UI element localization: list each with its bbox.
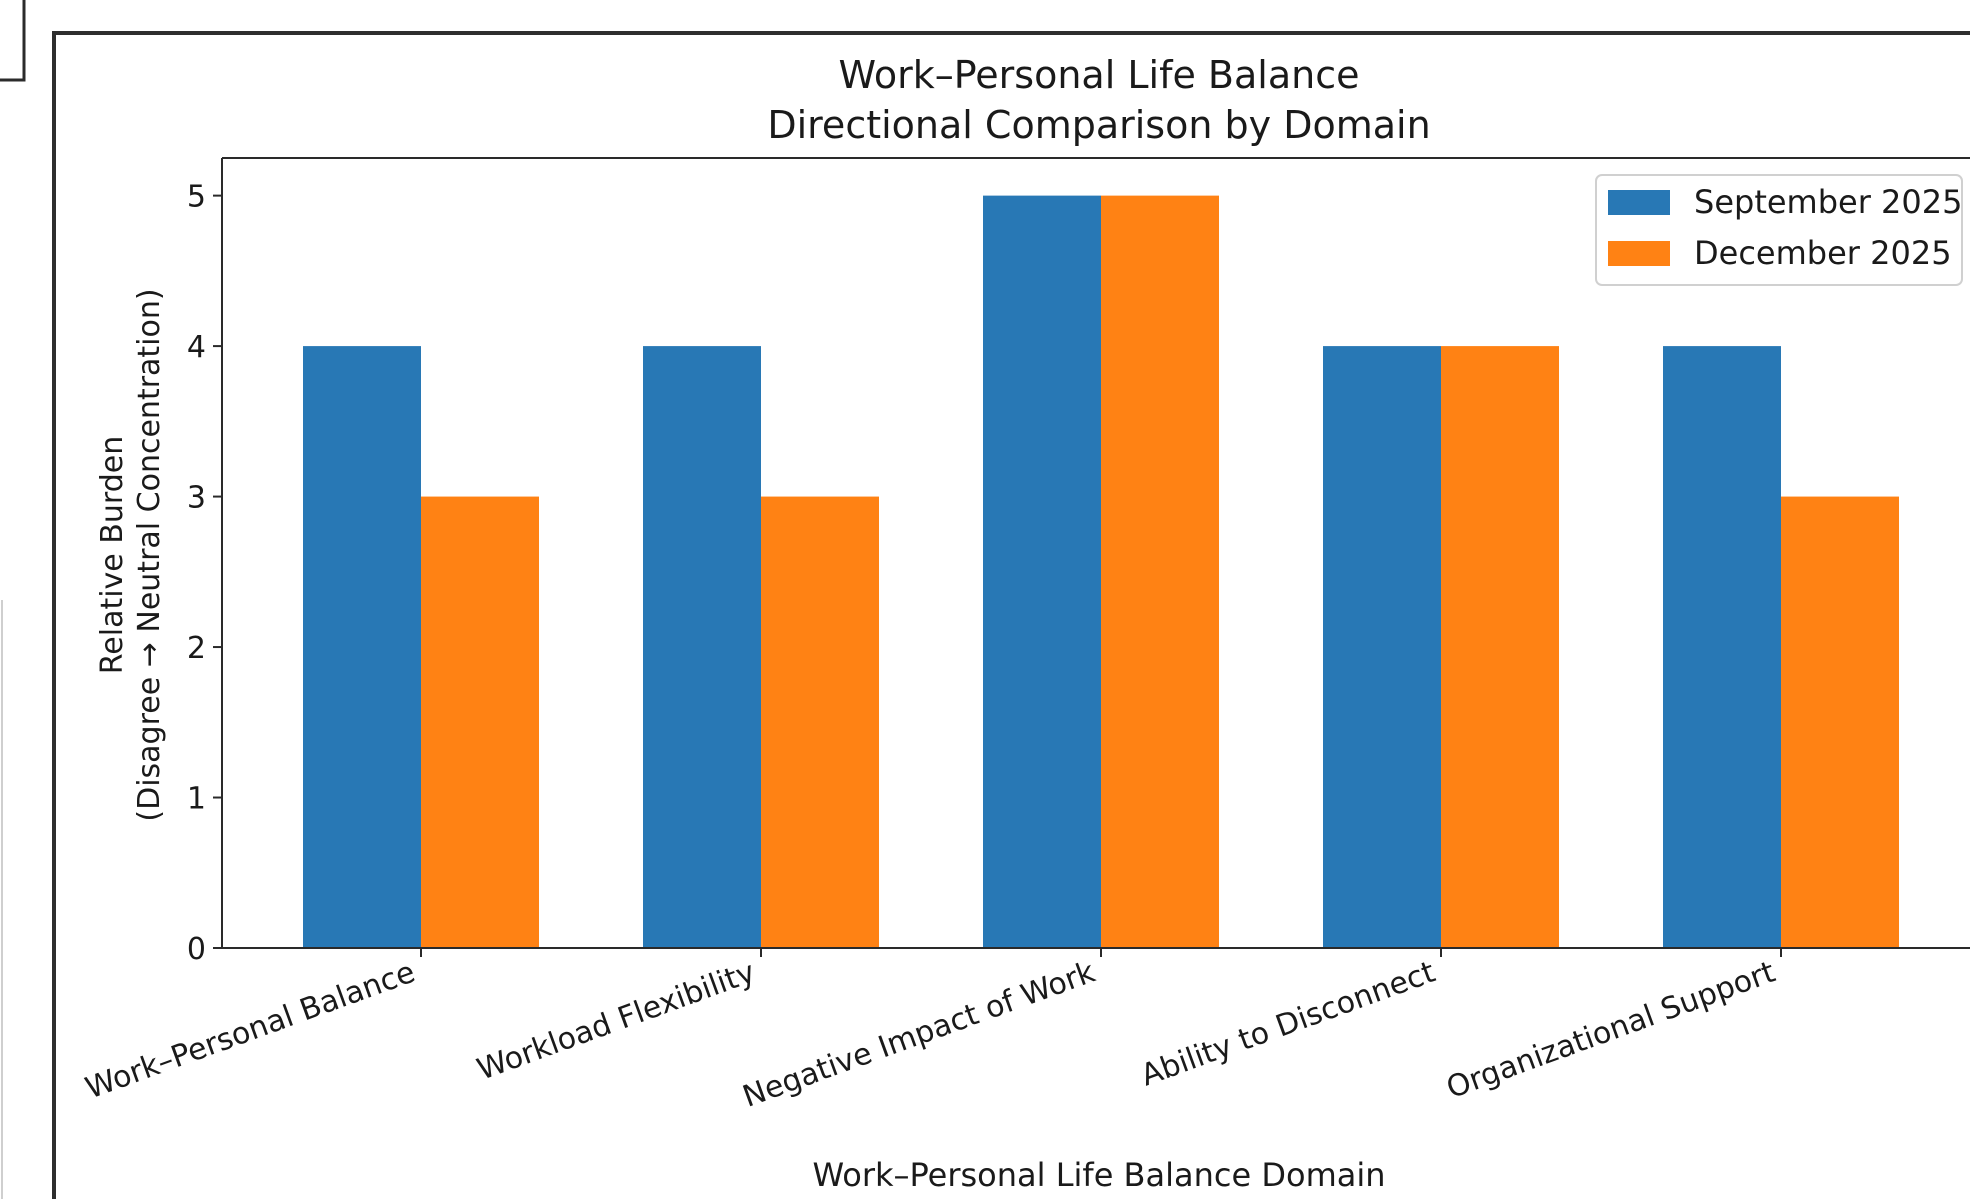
legend: September 2025 December 2025: [1595, 174, 1963, 286]
bar: [761, 496, 879, 948]
bar: [643, 346, 761, 949]
x-tick-label: Work–Personal Balance: [81, 955, 420, 1107]
y-tick-label: 3: [187, 481, 206, 516]
bar: [1323, 346, 1441, 949]
legend-swatch: [1608, 190, 1670, 215]
window-fragment: [0, 0, 26, 82]
bar: [983, 195, 1101, 949]
legend-box: [1595, 174, 1963, 286]
bar: [1781, 496, 1899, 948]
bar: [421, 496, 539, 948]
y-axis-label-sub: (Disagree → Neutral Concentration): [132, 288, 167, 821]
y-tick-label: 0: [187, 932, 206, 967]
y-tick-label: 4: [187, 330, 206, 365]
chart-subtitle: Directional Comparison by Domain: [767, 103, 1430, 147]
x-axis-label: Work–Personal Life Balance Domain: [812, 1156, 1385, 1194]
bar: [1663, 346, 1781, 949]
axes-layer: [221, 157, 1970, 949]
legend-label: September 2025: [1694, 183, 1962, 221]
bars-layer: [303, 195, 1899, 949]
bar: [303, 346, 421, 949]
x-tick-label: Organizational Support: [1442, 955, 1780, 1107]
y-tick-label: 5: [187, 180, 206, 215]
y-tick-label: 2: [187, 631, 206, 666]
x-tick-label: Ability to Disconnect: [1137, 955, 1440, 1094]
y-axis-label: Relative Burden: [95, 436, 130, 674]
y-tick-label: 1: [187, 782, 206, 817]
legend-swatch: [1608, 241, 1670, 266]
bar: [1441, 346, 1559, 949]
x-tick-label: Workload Flexibility: [473, 955, 760, 1088]
legend-label: December 2025: [1694, 234, 1952, 272]
chart-title: Work–Personal Life Balance: [839, 53, 1360, 97]
figure-frame: [52, 31, 1970, 1199]
bar: [1101, 195, 1219, 949]
x-tick-label: Negative Impact of Work: [738, 954, 1100, 1114]
